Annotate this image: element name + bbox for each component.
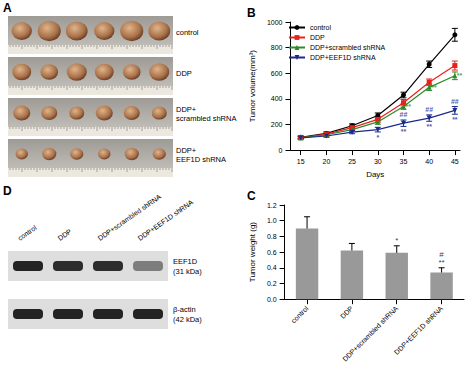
svg-text:β-actin: β-actin — [173, 305, 196, 314]
svg-text:B: B — [247, 6, 256, 20]
svg-text:0.2: 0.2 — [267, 280, 277, 287]
svg-text:EEF1D: EEF1D — [173, 257, 198, 266]
svg-text:##: ## — [400, 111, 408, 118]
svg-text:(42 kDa): (42 kDa) — [173, 315, 202, 324]
svg-text:C: C — [247, 189, 256, 203]
svg-text:40: 40 — [425, 158, 433, 165]
svg-text:0.8: 0.8 — [267, 233, 277, 240]
svg-text:control: control — [290, 304, 310, 324]
svg-text:200: 200 — [271, 121, 283, 128]
svg-text:A: A — [3, 1, 12, 15]
svg-text:*: * — [376, 134, 379, 141]
svg-text:DDP: DDP — [57, 227, 73, 241]
svg-text:DDP+EEF1D shRNA: DDP+EEF1D shRNA — [393, 304, 444, 355]
svg-text:control: control — [310, 24, 331, 31]
svg-text:Tumor volume(mm³): Tumor volume(mm³) — [248, 50, 257, 122]
svg-text:scrambled shRNA: scrambled shRNA — [176, 114, 236, 123]
svg-text:30: 30 — [374, 158, 382, 165]
svg-text:0.6: 0.6 — [267, 249, 277, 256]
svg-text:DDP+: DDP+ — [176, 105, 197, 114]
svg-text:DDP+: DDP+ — [176, 146, 197, 155]
svg-text:1000: 1000 — [267, 19, 283, 26]
svg-text:0: 0 — [279, 147, 283, 154]
svg-text:Days: Days — [366, 170, 384, 179]
svg-text:D: D — [3, 184, 12, 198]
svg-text:DDP: DDP — [339, 304, 355, 320]
svg-text:**: ** — [438, 258, 444, 267]
svg-text:DDP: DDP — [176, 69, 192, 78]
svg-text:800: 800 — [271, 44, 283, 51]
svg-text:DDP+EEF1D shRNA: DDP+EEF1D shRNA — [137, 198, 195, 242]
svg-text:**: ** — [426, 123, 432, 130]
svg-text:**: ** — [457, 72, 463, 79]
svg-text:DDP+scrambled shRNA: DDP+scrambled shRNA — [341, 304, 399, 362]
svg-text:600: 600 — [271, 70, 283, 77]
svg-text:**: ** — [431, 84, 437, 91]
svg-text:EEF1D shRNA: EEF1D shRNA — [176, 155, 226, 164]
svg-text:0.4: 0.4 — [267, 264, 277, 271]
svg-text:**: ** — [401, 128, 407, 135]
svg-text:##: ## — [451, 98, 459, 105]
svg-text:45: 45 — [451, 158, 459, 165]
svg-text:400: 400 — [271, 95, 283, 102]
svg-text:**: ** — [405, 103, 411, 110]
svg-text:(31 kDa): (31 kDa) — [173, 267, 202, 276]
svg-text:1.0: 1.0 — [267, 217, 277, 224]
svg-text:25: 25 — [348, 158, 356, 165]
svg-text:DDP+scrambled shRNA: DDP+scrambled shRNA — [310, 44, 386, 51]
svg-text:DDP+EEF1D shRNA: DDP+EEF1D shRNA — [310, 54, 376, 61]
svg-text:0.0: 0.0 — [267, 296, 277, 303]
svg-text:35: 35 — [400, 158, 408, 165]
svg-text:15: 15 — [297, 158, 305, 165]
svg-text:DDP+scrambled shRNA: DDP+scrambled shRNA — [97, 193, 163, 242]
svg-text:**: ** — [452, 116, 458, 123]
svg-text:20: 20 — [323, 158, 331, 165]
svg-text:*: * — [395, 236, 398, 245]
svg-text:Tumor weight (g): Tumor weight (g) — [248, 222, 257, 283]
svg-text:##: ## — [425, 106, 433, 113]
svg-text:1.2: 1.2 — [267, 202, 277, 209]
svg-text:DDP: DDP — [310, 34, 325, 41]
svg-text:control: control — [17, 224, 39, 242]
svg-text:control: control — [176, 28, 199, 37]
